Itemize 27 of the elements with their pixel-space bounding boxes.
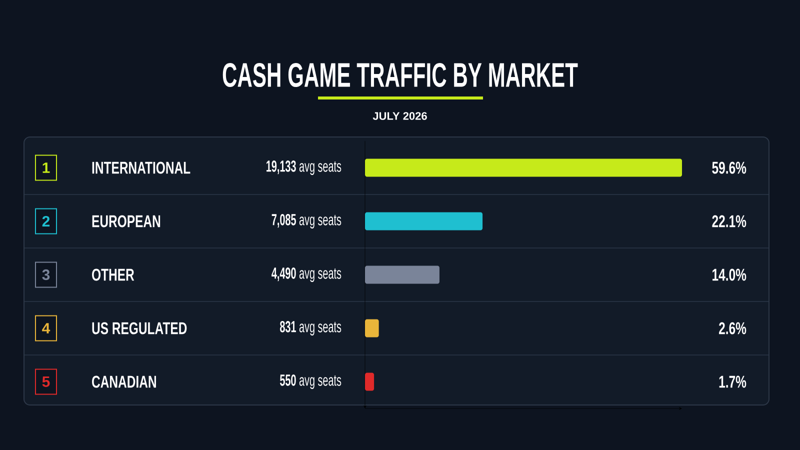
data-label: 1.7%	[719, 376, 746, 388]
text: 2	[42, 216, 50, 226]
text: 19,133 avg seats	[266, 160, 342, 176]
chart-title: CASH GAME TRAFFIC BY MARKET	[222, 62, 578, 88]
text: 4	[42, 323, 50, 334]
bar	[365, 212, 483, 230]
text: 550 avg seats	[280, 374, 342, 390]
y-tick-label: INTERNATIONAL	[92, 162, 190, 174]
text: 831 avg seats	[280, 321, 342, 336]
y-tick-label: EUROPEAN	[92, 215, 160, 228]
bar	[365, 319, 379, 338]
chart-subtitle: JULY 2026	[372, 112, 427, 120]
data-label: 14.0%	[712, 268, 746, 281]
data-label: 2.6%	[718, 322, 746, 334]
bar	[365, 266, 440, 284]
text: 3	[42, 269, 50, 280]
text: 1	[42, 162, 50, 173]
bar	[365, 158, 682, 177]
y-tick-label: OTHER	[92, 268, 134, 281]
y-tick-label: US REGULATED	[92, 322, 187, 334]
text: 4,490 avg seats	[272, 268, 342, 282]
bar	[365, 372, 374, 391]
text: 5	[42, 376, 50, 387]
text: 7,085 avg seats	[272, 214, 342, 229]
data-label: 59.6%	[712, 162, 746, 174]
y-tick-label: CANADIAN	[92, 376, 156, 388]
data-label: 22.1%	[712, 215, 746, 228]
